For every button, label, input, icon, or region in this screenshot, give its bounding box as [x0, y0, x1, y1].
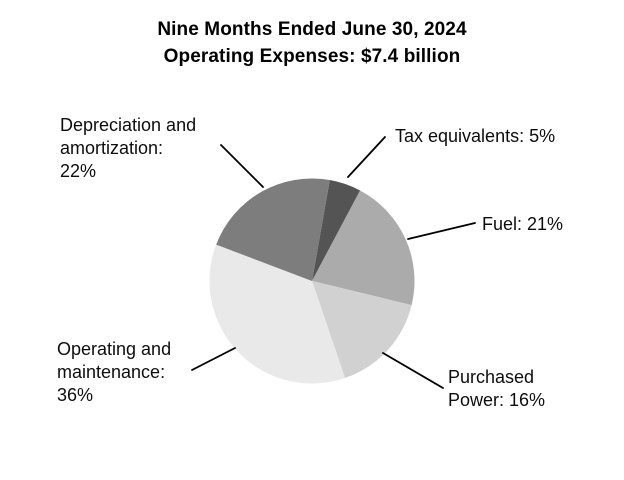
chart-title: Nine Months Ended June 30, 2024 Operatin…	[0, 16, 624, 70]
callout-purchased-power: Purchased Power: 16%	[448, 366, 545, 412]
callout-line: maintenance:	[57, 362, 166, 382]
callout-line: 22%	[60, 161, 97, 181]
callout-depreciation-and-amortization: Depreciation and amortization: 22%	[60, 114, 196, 183]
callout-operating-and-maintenance: Operating and maintenance: 36%	[57, 338, 171, 407]
pie-slice-purchased-power	[312, 281, 412, 379]
callout-line: Depreciation and	[60, 115, 197, 135]
callout-line: Fuel: 21%	[482, 214, 564, 234]
callout-line: Power: 16%	[448, 390, 546, 410]
pie-slice-depreciation-and-amortization	[216, 178, 330, 281]
chart-title-line1: Nine Months Ended June 30, 2024	[157, 19, 467, 40]
leader-line-operating-and-maintenance	[191, 347, 236, 371]
leader-line-depreciation-and-amortization	[220, 144, 264, 188]
callout-fuel: Fuel: 21%	[482, 213, 563, 236]
pie-slice-tax-equivalents	[312, 180, 361, 281]
callout-line: 36%	[57, 385, 94, 405]
pie-slice-operating-and-maintenance	[209, 244, 346, 384]
callout-tax-equivalents: Tax equivalents: 5%	[395, 125, 555, 148]
pie-slice-fuel	[312, 190, 415, 306]
callout-line: Purchased	[448, 367, 535, 387]
callout-line: amortization:	[60, 138, 164, 158]
callout-line: Tax equivalents: 5%	[395, 126, 556, 146]
leader-line-purchased-power	[382, 352, 444, 389]
callout-line: Operating and	[57, 339, 172, 359]
leader-line-fuel	[407, 222, 476, 240]
leader-line-tax-equivalents	[347, 136, 386, 178]
chart-title-line2: Operating Expenses: $7.4 billion	[163, 46, 461, 67]
